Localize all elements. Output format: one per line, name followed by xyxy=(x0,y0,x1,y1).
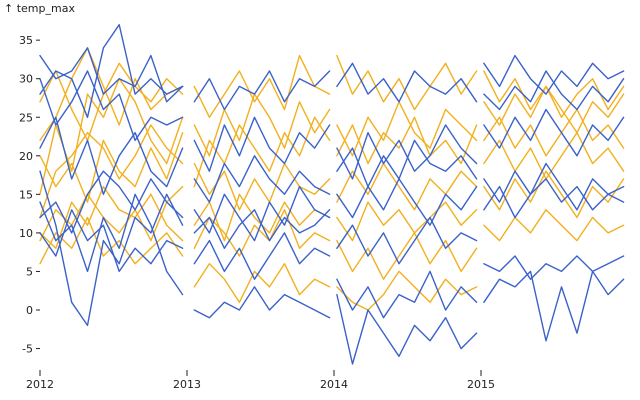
series-line-2012-orange-7 xyxy=(39,62,184,142)
series-line-2015-blue-52 xyxy=(483,255,625,280)
x-tick-label: 2013 xyxy=(173,378,201,391)
series-line-2014-orange-36 xyxy=(336,201,478,242)
series-line-2014-orange-34 xyxy=(336,270,478,311)
series-line-2013-orange-20 xyxy=(193,93,331,157)
series-layer xyxy=(39,24,625,365)
series-line-2014-blue-37 xyxy=(336,62,478,103)
y-tick-label: 0 xyxy=(26,304,33,317)
series-line-2015-orange-45 xyxy=(483,108,625,157)
series-line-2014-orange-31 xyxy=(336,101,478,157)
series-line-2013-orange-17 xyxy=(193,116,331,188)
series-line-2013-blue-25 xyxy=(193,185,331,242)
series-line-2012-blue-10 xyxy=(39,170,184,327)
y-tick-label: 35 xyxy=(19,34,33,47)
x-tick-label: 2014 xyxy=(320,378,348,391)
series-line-2013-blue-26 xyxy=(193,232,331,280)
y-tick-label: -5 xyxy=(22,343,33,356)
series-line-2013-orange-19 xyxy=(193,263,331,303)
series-line-2012-blue-15 xyxy=(39,70,184,142)
series-line-2012-blue-8 xyxy=(39,47,184,103)
y-tick-label: 30 xyxy=(19,73,33,86)
y-tick-label: 10 xyxy=(19,227,33,240)
series-line-2013-blue-29 xyxy=(193,209,331,250)
series-line-2012-orange-6 xyxy=(39,185,184,250)
series-line-2014-blue-38 xyxy=(336,124,478,180)
x-tick-label: 2015 xyxy=(467,378,495,391)
series-line-2012-blue-11 xyxy=(39,170,184,234)
series-line-2015-orange-44 xyxy=(483,70,625,119)
series-line-2013-orange-16 xyxy=(193,54,331,119)
y-tick-label: 5 xyxy=(26,265,33,278)
series-line-2015-orange-48 xyxy=(483,131,625,180)
series-line-2012-orange-4 xyxy=(39,131,184,203)
series-line-2012-blue-14 xyxy=(39,193,184,296)
x-axis: 2012 2013 2014 2015 xyxy=(26,370,495,391)
series-line-2014-blue-42 xyxy=(336,270,478,319)
y-tick-label: 15 xyxy=(19,188,33,201)
series-line-2012-blue-9 xyxy=(39,24,184,119)
series-line-2015-orange-49 xyxy=(483,85,625,134)
series-line-2013-blue-23 xyxy=(193,70,331,111)
series-line-2014-orange-32 xyxy=(336,162,478,211)
series-line-2015-blue-50 xyxy=(483,54,625,95)
series-line-2014-blue-41 xyxy=(336,293,478,365)
series-line-2013-blue-28 xyxy=(193,155,331,203)
series-line-2013-blue-27 xyxy=(193,286,331,319)
series-line-2012-orange-1 xyxy=(39,124,184,219)
series-line-2014-blue-40 xyxy=(336,216,478,265)
y-tick-label: 20 xyxy=(19,150,33,163)
y-tick-label: 25 xyxy=(19,111,33,124)
series-line-2015-blue-54 xyxy=(483,108,625,157)
series-line-2015-blue-55 xyxy=(483,162,625,211)
y-axis: -5 0 5 10 15 20 25 30 35 xyxy=(19,34,40,356)
series-line-2015-orange-46 xyxy=(483,170,625,219)
x-tick-label: 2012 xyxy=(26,378,54,391)
series-line-2013-orange-21 xyxy=(193,209,331,257)
series-line-2015-orange-47 xyxy=(483,209,625,242)
series-line-2014-blue-43 xyxy=(336,139,478,188)
series-line-2014-orange-35 xyxy=(336,116,478,165)
series-line-2014-orange-30 xyxy=(336,54,478,111)
series-line-2012-orange-0 xyxy=(39,47,184,142)
y-axis-title: ↑ temp_max xyxy=(4,2,75,15)
series-line-2013-blue-24 xyxy=(193,116,331,172)
series-line-2012-blue-13 xyxy=(39,116,184,196)
series-line-2015-blue-56 xyxy=(483,70,625,111)
series-line-2012-blue-12 xyxy=(39,209,184,273)
series-line-2015-blue-53 xyxy=(483,270,625,342)
series-line-2014-blue-39 xyxy=(336,178,478,226)
series-line-2015-blue-51 xyxy=(483,178,625,219)
series-line-2014-orange-33 xyxy=(336,232,478,280)
